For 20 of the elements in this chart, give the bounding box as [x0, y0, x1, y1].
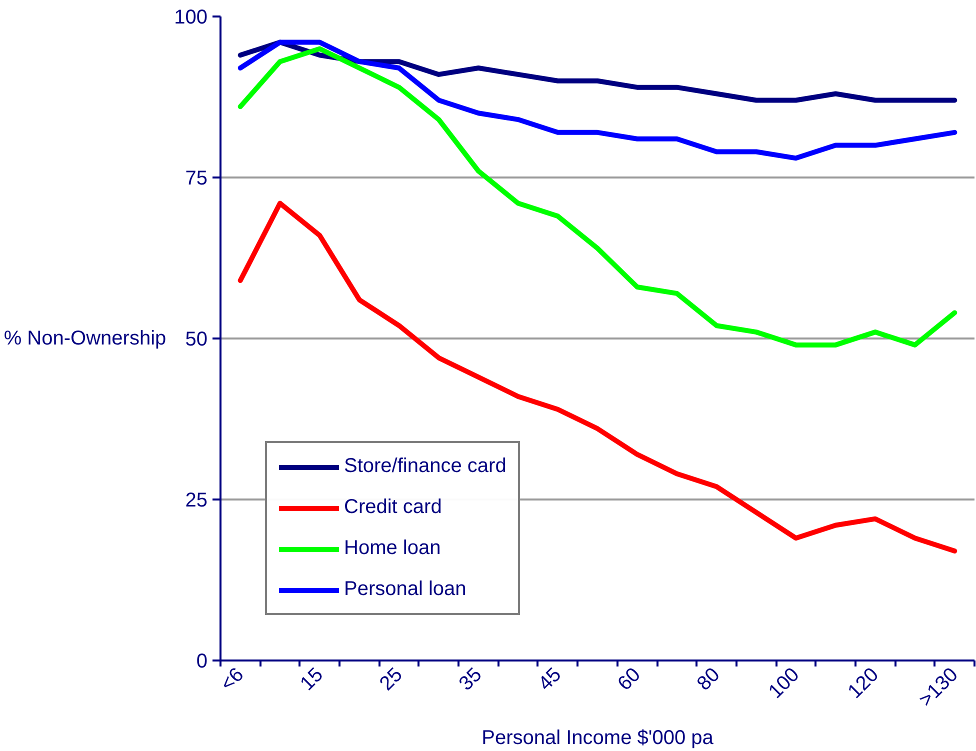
y-tick-label: 75 [185, 168, 208, 190]
legend-label: Personal loan [344, 578, 466, 601]
legend-label: Store/finance card [344, 455, 506, 478]
y-tick-label: 0 [196, 650, 208, 672]
x-axis-title: Personal Income $'000 pa [482, 726, 714, 749]
legend-label: Credit card [344, 496, 442, 519]
x-tick-label: 35 [454, 664, 486, 696]
x-tick-label: 25 [376, 664, 407, 696]
x-tick-label: 60 [614, 664, 645, 696]
x-tick-label: 80 [693, 664, 724, 696]
x-tick-label: 15 [296, 664, 328, 696]
y-tick-label: 50 [185, 328, 208, 350]
x-tick-label: 45 [534, 664, 566, 696]
x-tick-label: <6 [216, 664, 248, 696]
y-tick-label: 100 [174, 6, 208, 28]
x-tick-label: 100 [764, 664, 804, 703]
y-tick-label: 25 [185, 490, 208, 512]
x-tick-label: 120 [844, 664, 884, 703]
y-axis-title: % Non-Ownership [4, 328, 166, 350]
legend-label: Home loan [344, 537, 441, 560]
